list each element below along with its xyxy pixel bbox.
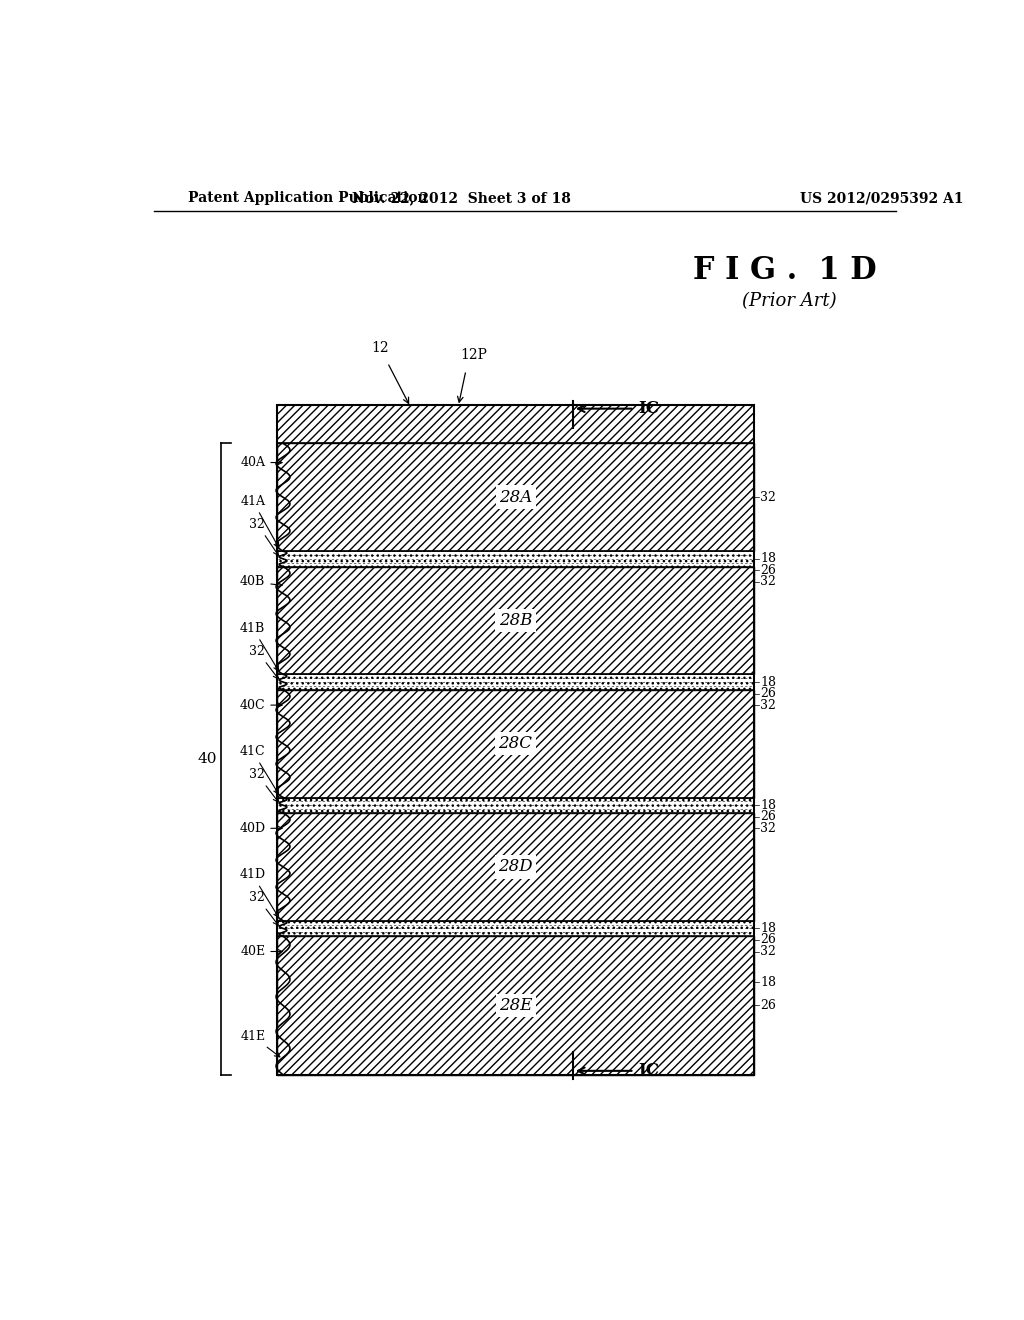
Text: 32: 32 — [761, 822, 776, 834]
Text: IC: IC — [638, 1063, 659, 1080]
Bar — [276, 444, 755, 552]
Bar — [276, 797, 755, 813]
Text: 26: 26 — [761, 933, 776, 946]
Text: F I G .  1 D: F I G . 1 D — [693, 255, 877, 285]
Text: IC: IC — [638, 400, 659, 417]
Bar — [276, 405, 755, 444]
Text: 28C: 28C — [499, 735, 532, 752]
Text: 28B: 28B — [499, 612, 532, 628]
Text: 32: 32 — [761, 698, 776, 711]
Text: Nov. 22, 2012  Sheet 3 of 18: Nov. 22, 2012 Sheet 3 of 18 — [352, 191, 571, 206]
Text: 26: 26 — [761, 810, 776, 824]
Text: 32: 32 — [761, 491, 776, 504]
Text: US 2012/0295392 A1: US 2012/0295392 A1 — [801, 191, 964, 206]
Text: Patent Application Publication: Patent Application Publication — [188, 191, 428, 206]
Text: 32: 32 — [250, 644, 279, 678]
Text: 40A: 40A — [241, 455, 282, 469]
Text: 26: 26 — [761, 686, 776, 700]
Text: 12P: 12P — [460, 348, 487, 363]
Text: 32: 32 — [761, 576, 776, 589]
Text: 41E: 41E — [241, 1030, 280, 1057]
Text: 18: 18 — [761, 921, 776, 935]
Bar — [276, 405, 755, 1074]
Text: 32: 32 — [250, 891, 279, 925]
Bar — [276, 921, 755, 936]
Text: 32: 32 — [250, 768, 279, 803]
Text: 18: 18 — [761, 975, 776, 989]
Text: 41C: 41C — [240, 744, 279, 795]
Text: 41A: 41A — [241, 495, 279, 548]
Text: 18: 18 — [761, 552, 776, 565]
Text: 40E: 40E — [241, 945, 282, 958]
Text: 28A: 28A — [499, 488, 532, 506]
Text: (Prior Art): (Prior Art) — [741, 292, 837, 310]
Text: 12: 12 — [371, 341, 388, 355]
Bar — [276, 689, 755, 797]
Bar — [276, 813, 755, 921]
Text: 32: 32 — [250, 517, 279, 556]
Text: 26: 26 — [761, 564, 776, 577]
Text: 41B: 41B — [240, 622, 279, 671]
Text: 40: 40 — [198, 752, 217, 766]
Text: 28D: 28D — [499, 858, 532, 875]
Bar — [276, 675, 755, 689]
Bar — [276, 566, 755, 675]
Text: 28E: 28E — [499, 997, 532, 1014]
Text: 40D: 40D — [240, 822, 282, 834]
Text: 18: 18 — [761, 676, 776, 689]
Text: 41D: 41D — [240, 869, 279, 917]
Bar — [276, 552, 755, 566]
Text: 40C: 40C — [240, 698, 282, 711]
Text: 40B: 40B — [240, 576, 282, 589]
Bar — [276, 936, 755, 1074]
Text: 32: 32 — [761, 945, 776, 958]
Text: 18: 18 — [761, 799, 776, 812]
Text: 26: 26 — [761, 999, 776, 1012]
